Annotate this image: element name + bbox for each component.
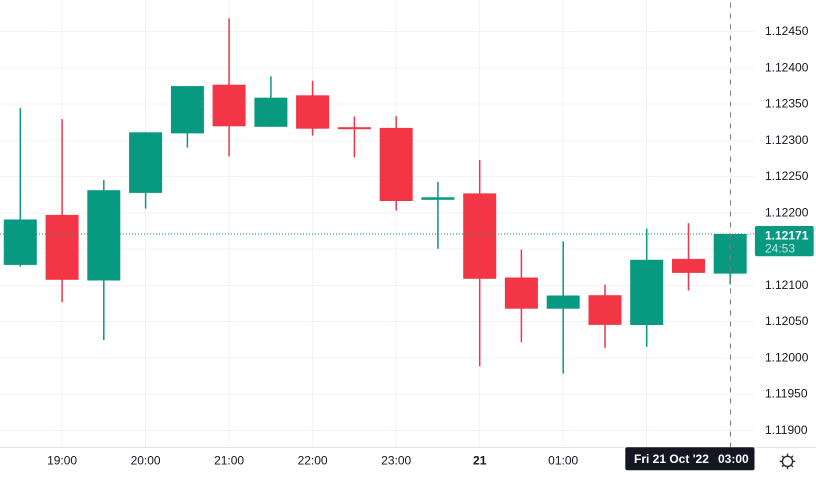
svg-text:01:00: 01:00 — [548, 454, 578, 468]
svg-text:1.12300: 1.12300 — [765, 133, 809, 147]
svg-text:1.11900: 1.11900 — [765, 423, 808, 437]
svg-text:22:00: 22:00 — [298, 454, 328, 468]
svg-text:1.12250: 1.12250 — [765, 169, 809, 183]
svg-text:Fri 21 Oct '22: Fri 21 Oct '22 — [634, 452, 709, 466]
svg-text:1.12171: 1.12171 — [765, 229, 809, 243]
svg-text:1.12050: 1.12050 — [765, 314, 809, 328]
svg-text:20:00: 20:00 — [131, 454, 161, 468]
svg-text:21: 21 — [473, 454, 487, 468]
svg-text:1.12350: 1.12350 — [765, 97, 809, 111]
svg-text:19:00: 19:00 — [47, 454, 77, 468]
svg-text:1.12200: 1.12200 — [765, 205, 809, 219]
svg-text:1.11950: 1.11950 — [765, 387, 808, 401]
svg-text:23:00: 23:00 — [381, 454, 411, 468]
svg-text:1.12450: 1.12450 — [765, 24, 809, 38]
svg-text:03:00: 03:00 — [718, 452, 749, 466]
svg-text:1.12000: 1.12000 — [765, 350, 809, 364]
svg-text:1.12400: 1.12400 — [765, 60, 809, 74]
svg-text:21:00: 21:00 — [214, 454, 244, 468]
svg-text:1.12100: 1.12100 — [765, 278, 809, 292]
svg-text:24:53: 24:53 — [765, 242, 795, 256]
